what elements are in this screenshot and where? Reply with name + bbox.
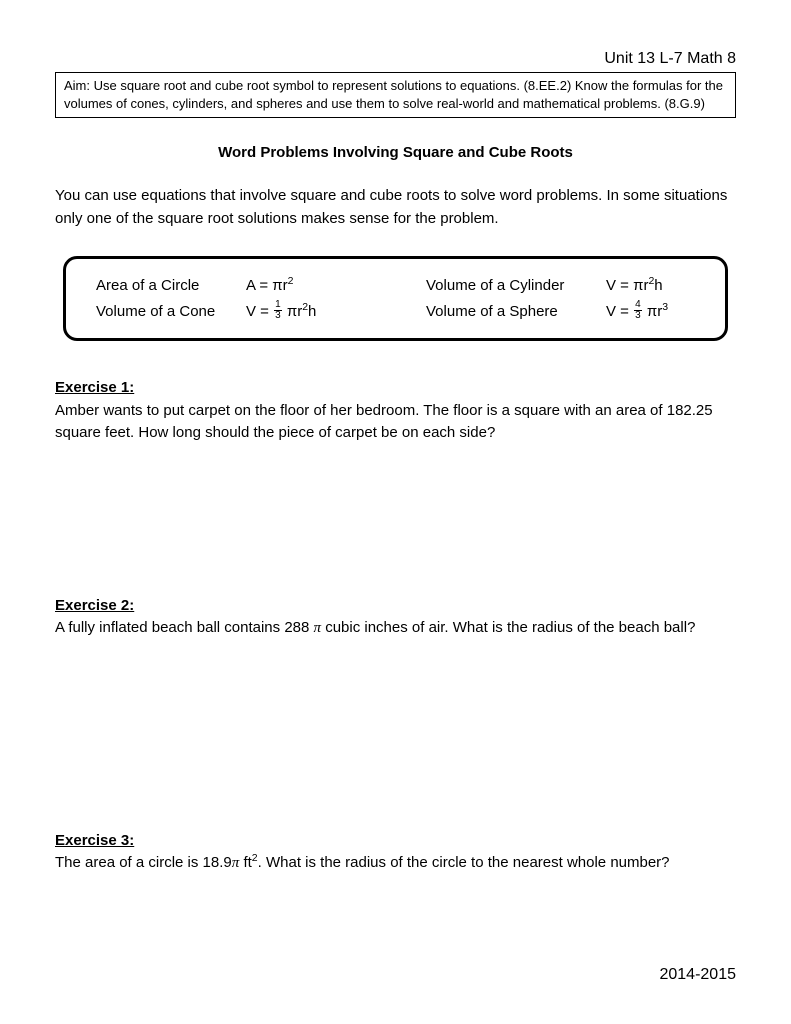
exercise-label: Exercise 2: bbox=[55, 597, 134, 614]
exercise-text: A fully inflated beach ball contains 288… bbox=[55, 617, 736, 640]
exercise-block: Exercise 2: A fully inflated beach ball c… bbox=[55, 595, 736, 640]
formula-expr: A = πr2 bbox=[246, 273, 426, 299]
aim-box: Aim: Use square root and cube root symbo… bbox=[55, 72, 736, 118]
formula-row: Volume of a Cone V = 13 πr2h Volume of a… bbox=[96, 299, 695, 325]
formula-label: Volume of a Cylinder bbox=[426, 273, 606, 299]
footer-year: 2014-2015 bbox=[659, 966, 736, 984]
formula-label: Area of a Circle bbox=[96, 273, 246, 299]
formula-expr: V = 43 πr3 bbox=[606, 299, 695, 325]
formula-box: Area of a Circle A = πr2 Volume of a Cyl… bbox=[63, 256, 728, 341]
exercise-label: Exercise 3: bbox=[55, 832, 134, 849]
exercises-container: Exercise 1: Amber wants to put carpet on … bbox=[55, 377, 736, 875]
exercise-block: Exercise 1: Amber wants to put carpet on … bbox=[55, 377, 736, 445]
intro-text: You can use equations that involve squar… bbox=[55, 185, 736, 230]
exercise-label: Exercise 1: bbox=[55, 379, 134, 396]
formula-label: Volume of a Sphere bbox=[426, 299, 606, 325]
exercise-block: Exercise 3: The area of a circle is 18.9π… bbox=[55, 830, 736, 875]
page-title: Word Problems Involving Square and Cube … bbox=[55, 144, 736, 161]
exercise-text: Amber wants to put carpet on the floor o… bbox=[55, 400, 736, 445]
formula-expr: V = 13 πr2h bbox=[246, 299, 426, 325]
formula-expr: V = πr2h bbox=[606, 273, 695, 299]
formula-label: Volume of a Cone bbox=[96, 299, 246, 325]
unit-header: Unit 13 L-7 Math 8 bbox=[55, 50, 736, 68]
formula-row: Area of a Circle A = πr2 Volume of a Cyl… bbox=[96, 273, 695, 299]
exercise-text: The area of a circle is 18.9π ft2. What … bbox=[55, 852, 736, 875]
